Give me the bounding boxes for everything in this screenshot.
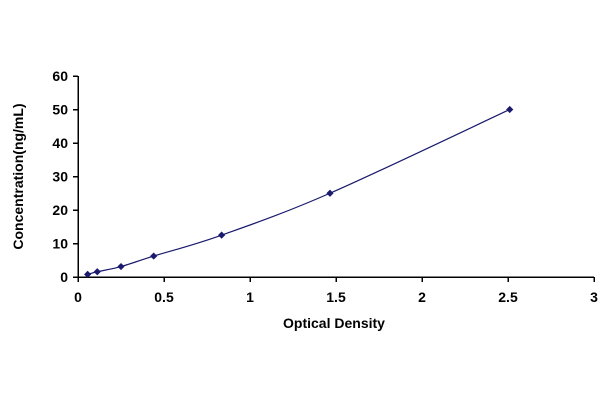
y-axis-title: Concentration(ng/mL) <box>10 103 26 249</box>
y-tick-label: 50 <box>52 102 68 118</box>
x-axis-title: Optical Density <box>283 315 385 331</box>
data-point-marker <box>326 189 334 197</box>
x-axis-ticks: 0 0.5 1 1.5 2 2.5 3 <box>74 277 598 305</box>
data-point-marker <box>93 268 101 276</box>
y-tick-label: 0 <box>60 269 68 285</box>
y-tick-label: 40 <box>52 135 68 151</box>
x-tick-label: 1 <box>246 289 254 305</box>
x-tick-label: 2 <box>418 289 426 305</box>
data-point-marker <box>84 270 92 278</box>
x-tick-label: 0 <box>74 289 82 305</box>
data-point-marker <box>150 252 158 260</box>
series-curve <box>87 108 510 275</box>
data-point-marker <box>218 231 226 239</box>
y-tick-label: 60 <box>52 68 68 84</box>
x-tick-label: 0.5 <box>154 289 174 305</box>
data-point-marker <box>117 262 125 271</box>
marker-layer <box>84 105 514 278</box>
y-tick-label: 10 <box>52 236 68 252</box>
y-axis-ticks: 0 10 20 30 40 50 60 <box>52 68 78 285</box>
x-tick-label: 2.5 <box>498 289 518 305</box>
x-tick-label: 1.5 <box>326 289 346 305</box>
x-tick-label: 3 <box>590 289 598 305</box>
curve-layer <box>87 108 510 275</box>
data-point-marker <box>506 105 514 114</box>
y-tick-label: 30 <box>52 169 68 185</box>
y-tick-label: 20 <box>52 202 68 218</box>
